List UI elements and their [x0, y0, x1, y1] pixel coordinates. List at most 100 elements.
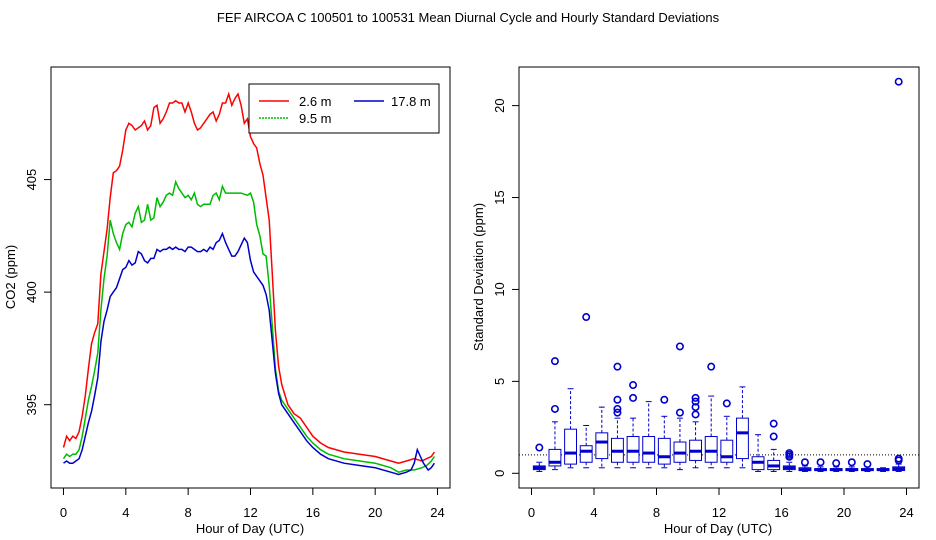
stddev-box-iqr — [657, 437, 671, 465]
stddev-outlier-point — [613, 404, 622, 413]
stddev-box — [595, 406, 609, 469]
stddev-outlier-point — [691, 403, 700, 412]
co2-series-17-8-m — [63, 231, 436, 476]
stddev-x-tick-label: 0 — [528, 505, 535, 520]
stddev-box — [720, 399, 734, 469]
co2-series-group — [62, 91, 436, 476]
stddev-box — [736, 386, 749, 469]
stddev-box — [579, 313, 593, 469]
co2-x-tick-label: 4 — [122, 505, 129, 520]
stddev-boxplot-chart: 0 4 8 12 16 20 24 0 5 10 15 20 Hour of Day (UTC) S… — [471, 66, 920, 536]
stddev-box — [689, 393, 702, 469]
stddev-outlier-point — [707, 362, 716, 371]
stddev-box-iqr — [720, 439, 734, 463]
stddev-box — [876, 467, 890, 472]
stddev-box — [782, 449, 796, 472]
stddev-box-iqr — [626, 436, 640, 463]
stddev-boxes-group — [532, 77, 906, 472]
stddev-y-axis-label: Standard Deviation (ppm) — [471, 203, 486, 351]
stddev-box — [626, 381, 640, 469]
stddev-box — [751, 434, 765, 472]
legend-label-17-8m: 17.8 m — [391, 94, 431, 109]
stddev-outlier-point — [800, 458, 809, 467]
stddev-outlier-point — [691, 393, 700, 402]
stddev-outlier-point — [675, 342, 684, 351]
stddev-outlier-point — [675, 408, 684, 417]
stddev-outlier-point — [785, 449, 794, 458]
stddev-outlier-point — [613, 362, 622, 371]
stddev-box — [673, 342, 687, 471]
co2-x-tick-label: 8 — [185, 505, 192, 520]
stddev-box — [814, 458, 827, 472]
co2-y-tick-label: 405 — [24, 169, 39, 191]
co2-y-axis-label: CO2 (ppm) — [3, 245, 18, 309]
stddev-x-tick-label: 4 — [590, 505, 597, 520]
stddev-plot-frame — [518, 66, 920, 489]
co2-x-ticks: 0 4 8 12 16 20 24 — [60, 488, 445, 520]
stddev-outlier-point — [550, 357, 559, 366]
stddev-box — [704, 362, 718, 469]
stddev-box — [642, 401, 656, 469]
stddev-outlier-point — [894, 454, 903, 463]
stddev-x-tick-label: 20 — [837, 505, 851, 520]
stddev-outlier-point — [629, 393, 638, 402]
stddev-box — [657, 395, 671, 469]
stddev-outlier-point — [769, 419, 778, 428]
stddev-y-tick-label: 20 — [492, 98, 507, 112]
stddev-box-iqr — [548, 448, 562, 467]
stddev-outlier-point — [894, 77, 903, 86]
stddev-box-iqr — [595, 432, 609, 460]
stddev-box — [548, 357, 562, 471]
stddev-box — [532, 443, 546, 472]
stddev-x-ticks: 0 4 8 12 16 20 24 — [528, 488, 914, 520]
stddev-box — [767, 419, 781, 472]
legend-label-9-5m: 9.5 m — [299, 111, 332, 126]
stddev-box — [798, 458, 812, 472]
stddev-box — [564, 388, 577, 469]
co2-series-2-6-m — [62, 91, 436, 464]
co2-x-tick-label: 16 — [306, 505, 320, 520]
co2-x-tick-label: 12 — [243, 505, 257, 520]
stddev-box — [845, 458, 859, 472]
stddev-box-iqr — [704, 436, 718, 463]
stddev-outlier-point — [550, 404, 559, 413]
stddev-y-tick-label: 10 — [492, 282, 507, 296]
stddev-outlier-point — [613, 408, 622, 417]
legend-label-2-6m: 2.6 m — [299, 94, 332, 109]
co2-x-axis-label: Hour of Day (UTC) — [196, 521, 304, 536]
stddev-outlier-point — [722, 399, 731, 408]
stddev-x-tick-label: 24 — [899, 505, 913, 520]
stddev-y-tick-label: 5 — [492, 378, 507, 385]
co2-x-tick-label: 24 — [430, 505, 444, 520]
stddev-outlier-point — [816, 458, 825, 467]
co2-legend: 2.6 m 9.5 m 17.8 m — [248, 83, 440, 134]
stddev-y-tick-label: 0 — [492, 470, 507, 477]
stddev-outlier-point — [629, 381, 638, 390]
stddev-box-iqr — [642, 436, 656, 463]
stddev-outlier-point — [832, 459, 841, 468]
stddev-outlier-point — [535, 443, 544, 452]
stddev-box-iqr — [736, 417, 749, 460]
stddev-x-tick-label: 16 — [774, 505, 788, 520]
stddev-outlier-point — [863, 460, 872, 469]
stddev-box — [829, 459, 843, 472]
stddev-outlier-point — [691, 397, 700, 406]
co2-y-tick-label: 400 — [24, 281, 39, 303]
stddev-outlier-point — [660, 395, 669, 404]
stddev-y-ticks: 0 5 10 15 20 — [492, 98, 519, 477]
co2-y-tick-label: 395 — [24, 394, 39, 416]
stddev-outlier-point — [582, 313, 591, 322]
stddev-outlier-point — [691, 410, 700, 419]
stddev-y-tick-label: 15 — [492, 190, 507, 204]
co2-series-9-5-m — [62, 179, 436, 474]
stddev-x-tick-label: 8 — [653, 505, 660, 520]
stddev-box — [892, 77, 906, 472]
figure-title: FEF AIRCOA C 100501 to 100531 Mean Diurn… — [217, 10, 720, 25]
co2-x-tick-label: 0 — [60, 505, 67, 520]
co2-y-ticks: 395 400 405 — [24, 169, 51, 416]
stddev-x-tick-label: 12 — [712, 505, 726, 520]
stddev-box — [861, 460, 874, 472]
stddev-outlier-point — [847, 458, 856, 467]
